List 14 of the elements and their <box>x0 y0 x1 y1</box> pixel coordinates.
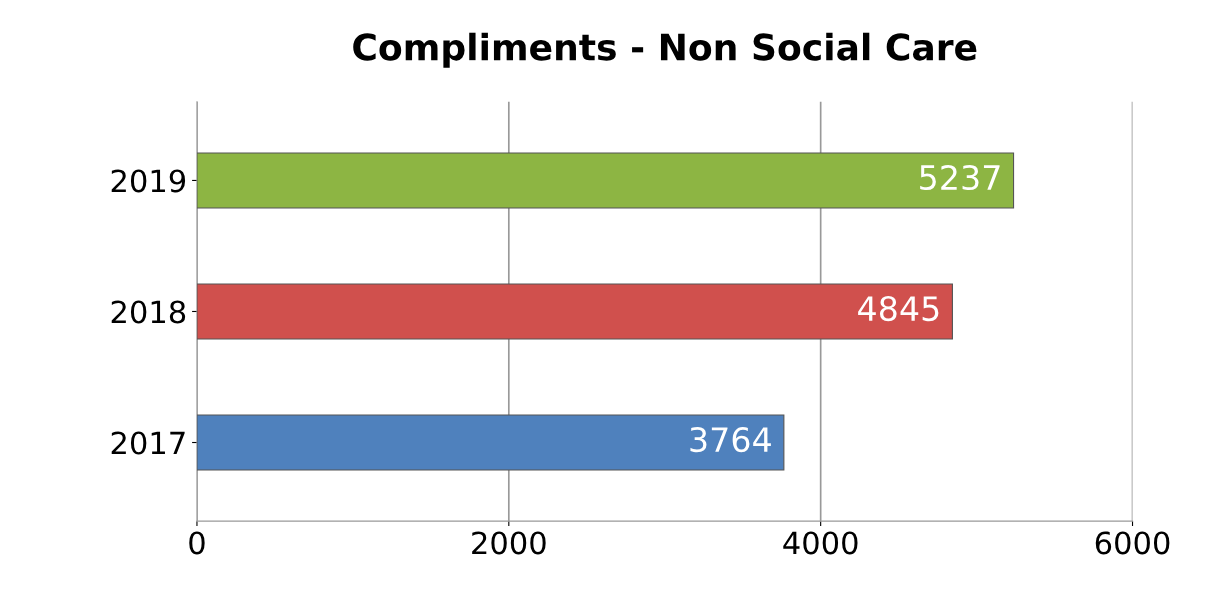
data-label: 3764 <box>690 426 771 453</box>
y-tick-label: 2017 <box>111 431 185 455</box>
x-tick-label: 6000 <box>1095 531 1170 555</box>
bar <box>196 152 1015 209</box>
x-tick-label: 2000 <box>472 531 546 555</box>
x-tick-label: 0 <box>189 531 205 555</box>
data-label: 4845 <box>858 295 939 322</box>
y-tick-label: 2018 <box>111 300 186 324</box>
bar <box>196 414 785 471</box>
x-tick-label: 4000 <box>783 531 858 555</box>
bar <box>196 283 953 340</box>
y-tick-label: 2019 <box>111 169 186 193</box>
data-label: 5237 <box>920 164 1000 191</box>
chart-title: Compliments - Non Social Care <box>353 32 977 68</box>
